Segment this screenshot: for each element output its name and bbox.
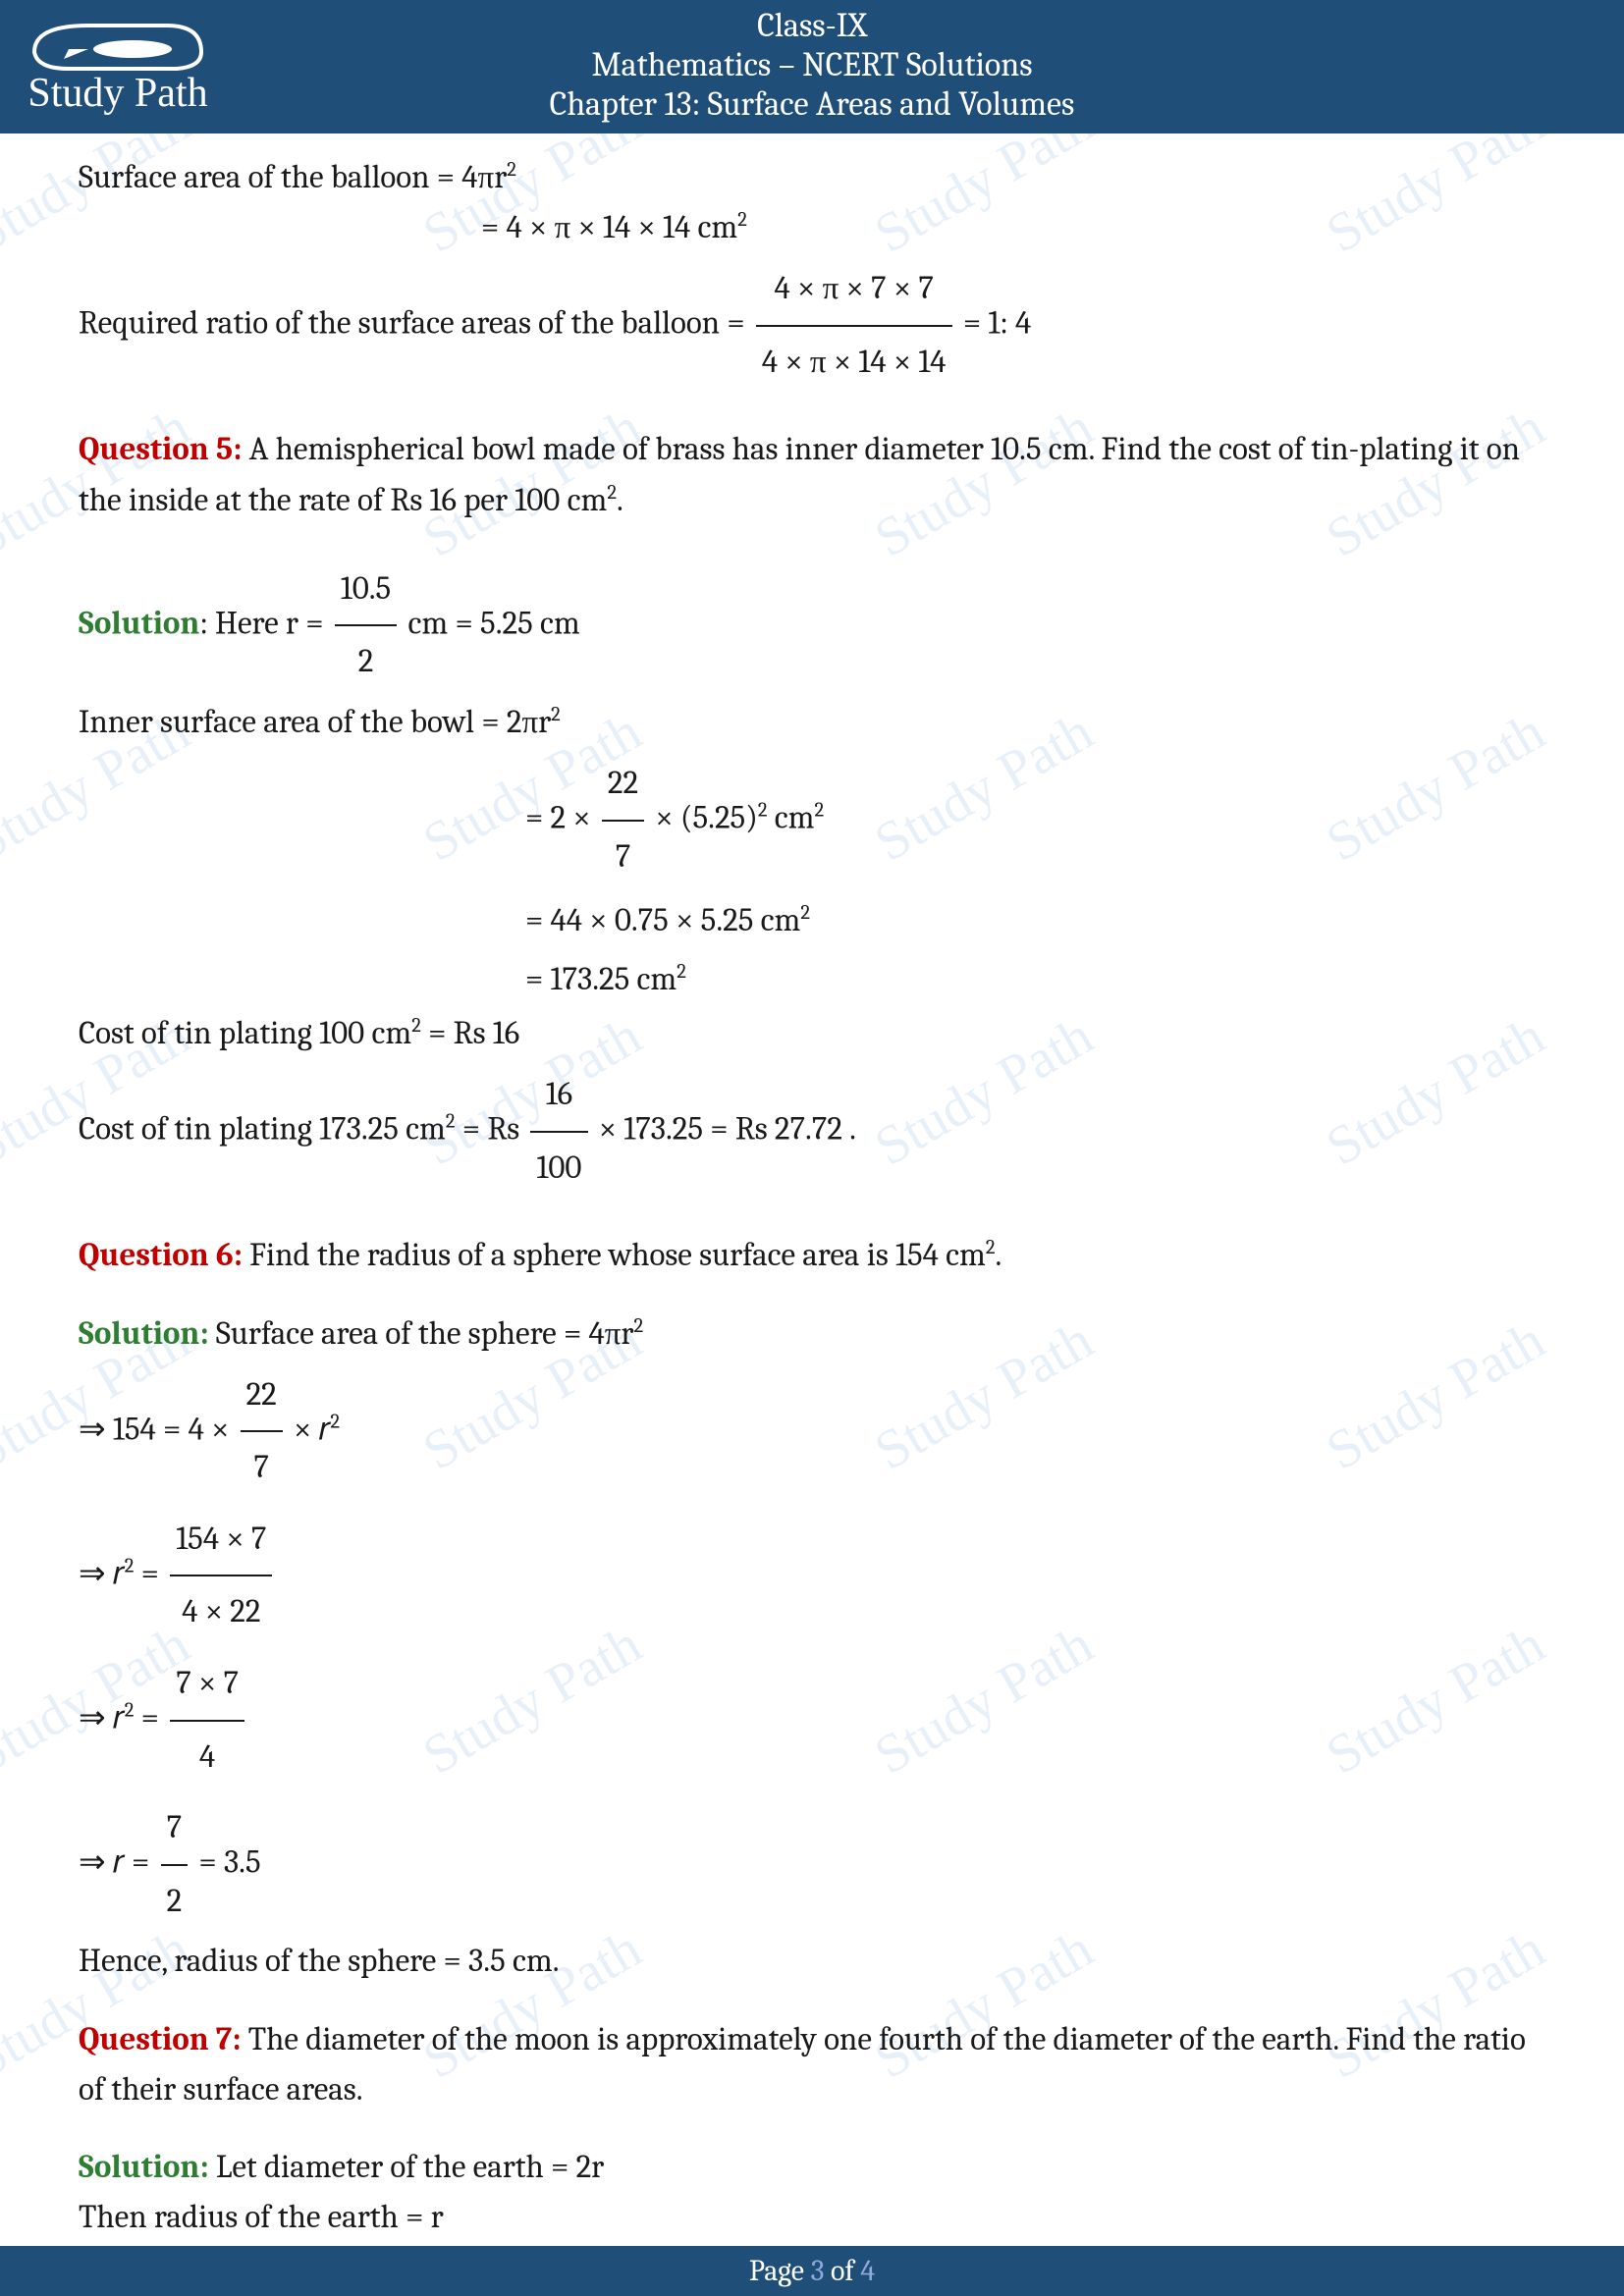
question-6: Question 6: Find the radius of a sphere …: [79, 1231, 1545, 1281]
page-footer: Page 3 of 4: [0, 2246, 1624, 2296]
s5-line3: = 2 × 22 7 × (5.25)2 cm2: [79, 748, 1545, 892]
q5-label: Question 5:: [79, 431, 242, 468]
solution-7-line2: Then radius of the earth = r: [79, 2193, 1545, 2243]
solution-5-line1: Solution: Here r = 10.5 2 cm = 5.25 cm: [79, 554, 1545, 698]
logo: Study Path: [20, 8, 216, 126]
s6-label: Solution:: [79, 1315, 209, 1353]
s5-cost2: Cost of tin plating 173.25 cm2 = Rs 16 1…: [79, 1059, 1545, 1203]
question-7: Question 7: The diameter of the moon is …: [79, 2015, 1545, 2115]
question-5: Question 5: A hemispherical bowl made of…: [79, 425, 1545, 525]
page-header: Study Path Class-IX Mathematics – NCERT …: [0, 0, 1624, 133]
s5-line2: Inner surface area of the bowl = 2πr2: [79, 698, 1545, 748]
intro-line-2: = 4 × π × 14 × 14 cm2: [79, 203, 1545, 253]
footer-page-num: 3: [811, 2254, 825, 2288]
solution-7-line1: Solution: Let diameter of the earth = 2r: [79, 2143, 1545, 2193]
page-content: Surface area of the balloon = 4πr2 = 4 ×…: [0, 133, 1624, 2243]
q7-label: Question 7:: [79, 2021, 241, 2058]
s6-line2: ⇒ 154 = 4 × 22 7 × 𝑟2: [79, 1360, 1545, 1504]
q6-label: Question 6:: [79, 1237, 243, 1274]
s5-label: Solution: [79, 605, 199, 642]
header-class: Class-IX: [0, 6, 1624, 45]
s6-line3: ⇒ 𝑟2 = 154 × 7 4 × 22: [79, 1504, 1545, 1648]
footer-total: 4: [860, 2254, 875, 2288]
ratio-fraction: 4 × π × 7 × 7 4 × π × 14 × 14: [756, 253, 952, 398]
s6-line6: Hence, radius of the sphere = 3.5 cm.: [79, 1937, 1545, 1987]
logo-text: Study Path: [27, 71, 207, 116]
ratio-line: Required ratio of the surface areas of t…: [79, 253, 1545, 398]
s5-line4: = 44 × 0.75 × 5.25 cm2: [79, 892, 1545, 950]
s6-line4: ⇒ 𝑟2 = 7 × 7 4: [79, 1648, 1545, 1792]
s6-line5: ⇒ 𝑟 = 7 2 = 3.5: [79, 1792, 1545, 1937]
header-chapter: Chapter 13: Surface Areas and Volumes: [0, 84, 1624, 124]
s7-label: Solution:: [79, 2149, 209, 2186]
footer-page-word: Page: [749, 2254, 811, 2288]
footer-of: of: [824, 2254, 860, 2288]
s5-cost1: Cost of tin plating 100 cm2 = Rs 16: [79, 1009, 1545, 1059]
header-subject: Mathematics – NCERT Solutions: [0, 45, 1624, 84]
solution-6-line1: Solution: Surface area of the sphere = 4…: [79, 1309, 1545, 1360]
intro-line-1: Surface area of the balloon = 4πr2: [79, 153, 1545, 203]
s5-line5: = 173.25 cm2: [79, 951, 1545, 1009]
